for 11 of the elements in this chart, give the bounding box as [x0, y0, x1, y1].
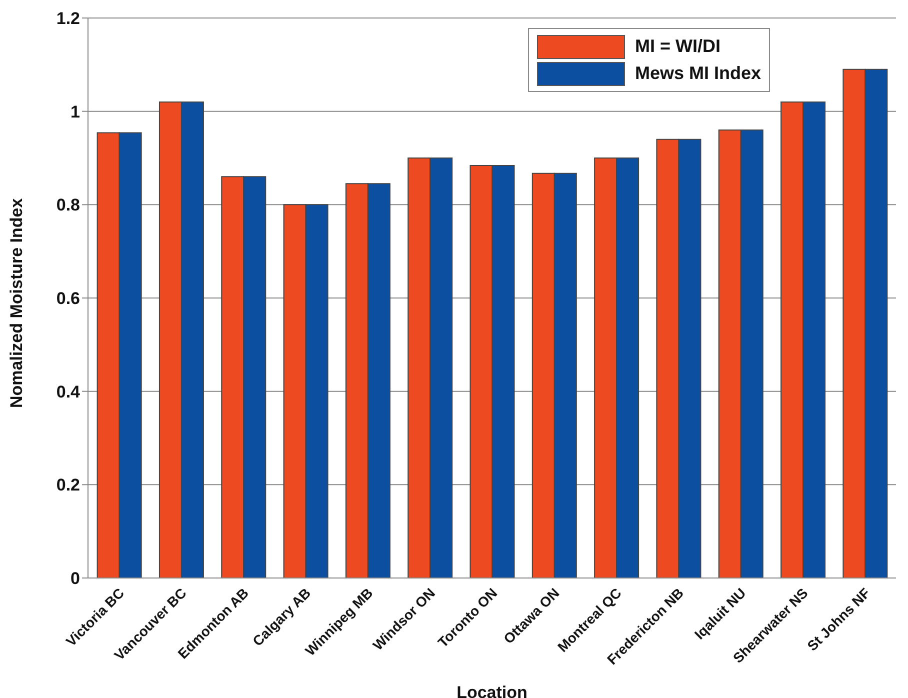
y-tick-label: 0 — [70, 569, 80, 588]
y-tick-label: 1 — [70, 102, 80, 122]
x-axis-title: Location — [456, 683, 528, 698]
y-tick-label: 0.4 — [56, 382, 81, 402]
y-tick-label: 0.8 — [56, 196, 80, 215]
legend-label: Mews MI Index — [634, 63, 761, 84]
y-axis-title: Nomalized Moisture Index — [7, 198, 26, 408]
y-tick-label: 0.6 — [56, 289, 80, 308]
y-tick-label: 1.2 — [56, 9, 80, 28]
legend-label: MI = WI/DI — [634, 36, 720, 57]
y-tick-label: 0.2 — [56, 476, 80, 495]
